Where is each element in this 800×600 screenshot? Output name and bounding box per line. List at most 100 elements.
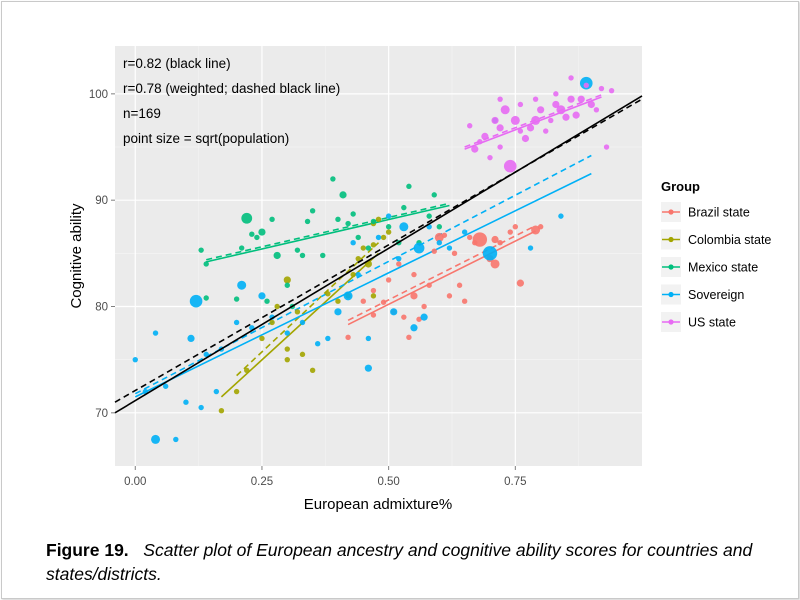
mexico-state-point — [203, 261, 209, 267]
us-state-point — [526, 124, 535, 132]
y-tick-label: 80 — [95, 302, 108, 314]
brazil-state-point — [345, 334, 351, 341]
us-state-point — [497, 96, 503, 102]
sovereign-point — [189, 294, 203, 308]
sovereign-point — [284, 330, 290, 336]
mexico-state-point — [299, 252, 306, 259]
sovereign-point — [162, 383, 169, 389]
us-state-point — [481, 132, 489, 140]
brazil-state-point — [431, 248, 437, 254]
brazil-state-point — [416, 316, 422, 322]
us-state-point — [553, 91, 559, 97]
mexico-state-point — [370, 218, 377, 225]
sovereign-point — [399, 222, 409, 232]
sovereign-point — [482, 246, 498, 261]
sovereign-point — [385, 213, 392, 219]
mexico-state-point — [233, 296, 240, 302]
mexico-state-point — [254, 234, 260, 241]
sovereign-point — [558, 213, 564, 219]
brazil-state-point — [370, 287, 377, 294]
us-state-point — [532, 96, 539, 102]
mexico-state-point — [339, 191, 347, 199]
sovereign-point — [183, 399, 189, 405]
mexico-state-point — [330, 176, 336, 182]
x-tick-label: 0.00 — [124, 476, 146, 488]
us-state-point — [567, 95, 575, 103]
sovereign-point — [461, 229, 468, 235]
mexico-state-point — [304, 218, 311, 225]
scatter-chart: 0.00 0.25 0.50 0.75 70 80 90 100 r=0.82 (black… — [68, 46, 771, 513]
brazil-state-point — [507, 229, 513, 235]
brazil-state-point — [421, 303, 427, 310]
colombia-state-point — [335, 298, 341, 304]
brazil-state-point — [446, 293, 453, 299]
brazil-state-point — [531, 225, 541, 235]
sovereign-point — [213, 388, 220, 395]
sovereign-point — [350, 240, 356, 246]
mexico-state-point — [238, 245, 245, 251]
brazil-state-point — [360, 298, 366, 304]
colombia-state-point — [294, 309, 301, 315]
sovereign-point — [343, 291, 353, 301]
us-state-point — [496, 124, 504, 132]
brazil-state-point — [385, 277, 392, 283]
colombia-state-point — [269, 319, 275, 326]
sovereign-point — [233, 319, 240, 326]
legend-key-dot — [668, 319, 674, 325]
sovereign-point — [420, 313, 428, 321]
x-tick-label: 0.50 — [377, 476, 399, 488]
sovereign-point — [325, 335, 331, 342]
sovereign-point — [446, 245, 453, 251]
figure-number: Figure 19. — [46, 540, 129, 560]
figure-caption: Figure 19. Scatter plot of European ance… — [46, 538, 766, 586]
us-state-point — [577, 95, 585, 103]
sovereign-point — [152, 330, 159, 336]
sovereign-point — [527, 245, 534, 251]
mexico-state-fit-line-dashed — [206, 202, 450, 261]
legend-label: Colombia state — [688, 233, 771, 247]
legend-label: Brazil state — [688, 206, 750, 220]
brazil-state-point — [380, 299, 387, 305]
us-state-point — [471, 145, 479, 153]
mexico-state-point — [335, 216, 341, 223]
brazil-state-point — [491, 235, 499, 244]
us-state-point — [517, 101, 524, 108]
mexico-state-point — [269, 216, 275, 223]
us-state-point — [543, 128, 549, 134]
sovereign-fit-line — [134, 172, 592, 398]
mexico-state-point — [320, 252, 326, 259]
mexico-state-point — [401, 204, 407, 211]
us-state-point — [583, 82, 589, 89]
brazil-state-point — [472, 232, 488, 247]
sovereign-point — [314, 341, 321, 347]
mexico-state-point — [309, 208, 316, 214]
sovereign-point — [187, 334, 195, 343]
x-axis-ticks: 0.00 0.25 0.50 0.75 — [124, 466, 527, 488]
us-state-point — [500, 105, 510, 115]
annotation-line-1: r=0.82 (black line) — [123, 56, 231, 71]
legend-key-dot — [668, 291, 674, 298]
mexico-state-point — [426, 213, 432, 219]
brazil-state-point — [370, 312, 377, 318]
mexico-state-point — [198, 247, 204, 253]
annotation-block: r=0.82 (black line) r=0.78 (weighted; da… — [123, 56, 340, 146]
legend-key-dot — [668, 264, 674, 270]
colombia-state-point — [370, 293, 377, 299]
annotation-line-3: n=169 — [123, 106, 161, 121]
sovereign-point — [396, 255, 402, 262]
colombia-state-fit-line-dashed — [236, 242, 380, 377]
data-points — [132, 75, 615, 444]
sovereign-point — [364, 364, 372, 372]
mexico-state-point — [436, 224, 443, 230]
sovereign-point — [173, 436, 179, 443]
mexico-state-point — [294, 247, 301, 253]
mexico-state-point — [258, 228, 266, 236]
colombia-state-point — [259, 335, 265, 342]
colombia-state-point — [283, 276, 291, 284]
legend-label: US state — [688, 316, 736, 330]
sovereign-point — [436, 240, 443, 246]
colombia-state-point — [299, 351, 306, 358]
us-state-point — [556, 105, 566, 115]
colombia-state-point — [385, 229, 392, 235]
